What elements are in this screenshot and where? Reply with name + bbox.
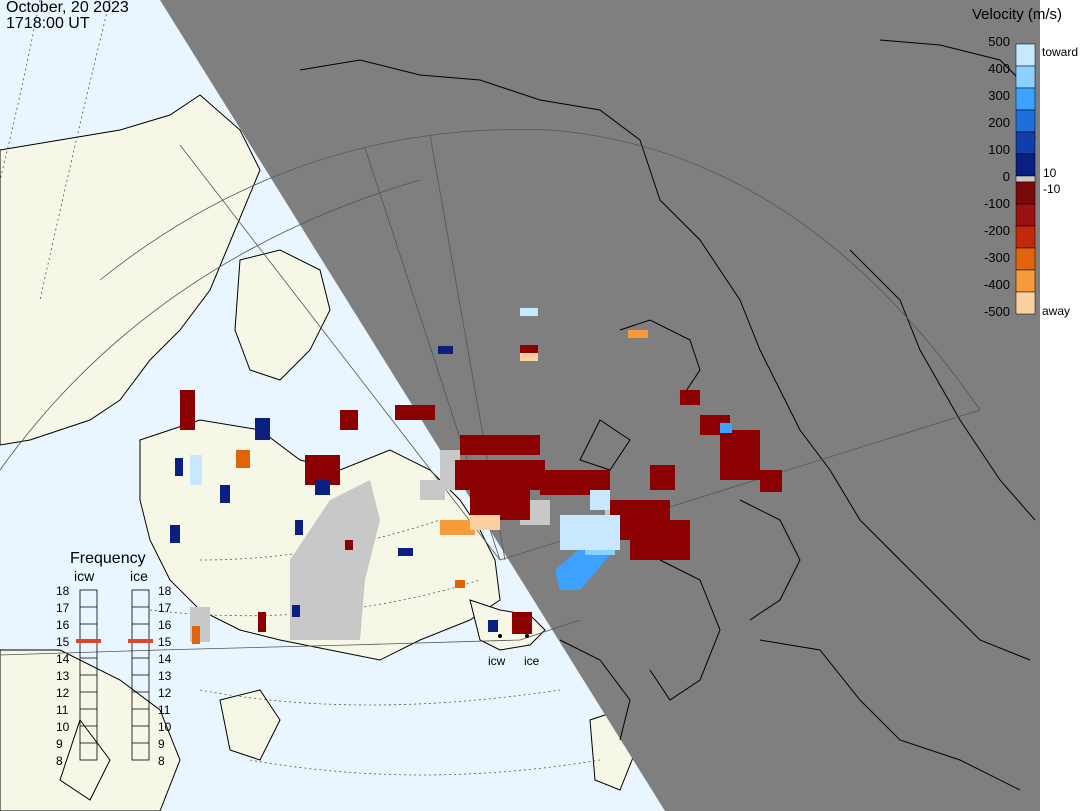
frequency-scale-label: 12	[56, 686, 70, 700]
radar-site-markers	[498, 634, 529, 638]
frequency-scale-label: 13	[158, 669, 172, 683]
frequency-scale-label: 15	[158, 635, 172, 649]
frequency-scale-label: 16	[56, 618, 70, 632]
small-negative-label: -10	[1043, 182, 1061, 196]
frequency-scale-label: 10	[158, 720, 172, 734]
date-label: October, 20 2023	[6, 0, 129, 16]
coastlines-night	[299, 39, 1036, 791]
frequency-scale-label: 16	[158, 618, 172, 632]
velocity-tick-label: -400	[983, 277, 1010, 292]
frequency-scale-label: 14	[158, 652, 172, 666]
frequency-scale-label: 8	[158, 754, 165, 768]
frequency-scale-label: 11	[158, 703, 171, 717]
velocity-tick-label: -300	[983, 250, 1010, 265]
radar-site-icw-label: icw	[488, 654, 506, 668]
frequency-scale-label: 12	[158, 686, 172, 700]
frequency-scale-label: 13	[56, 669, 70, 683]
frequency-scale-label: 11	[56, 703, 69, 717]
night-region	[160, 0, 1040, 811]
radar-site-ice	[525, 634, 529, 638]
frequency-scale-label: 18	[158, 584, 172, 598]
velocity-tick-label: -100	[983, 196, 1010, 211]
frequency-radar-icw-label: icw	[74, 568, 95, 584]
frequency-scale-label: 9	[56, 737, 63, 751]
velocity-legend-title: Velocity (m/s)	[972, 6, 1063, 23]
frequency-title: Frequency	[70, 550, 146, 567]
small-positive-label: 10	[1043, 166, 1057, 180]
away-label: away	[1042, 304, 1071, 318]
velocity-tick-label: -500	[983, 304, 1010, 319]
toward-label: toward	[1042, 45, 1079, 59]
frequency-scale-label: 10	[56, 720, 70, 734]
velocity-tick-label: 200	[988, 115, 1010, 130]
velocity-tick-label: 500	[988, 34, 1010, 49]
time-label: 1718:00 UT	[6, 15, 90, 32]
velocity-scatter	[170, 308, 782, 644]
radar-site-ice-label: ice	[524, 654, 540, 668]
frequency-scale-label: 17	[56, 601, 70, 615]
frequency-scale-label: 8	[56, 754, 63, 768]
frequency-scale-label: 14	[56, 652, 70, 666]
velocity-tick-label: 100	[988, 142, 1010, 157]
frequency-radar-ice-label: ice	[130, 568, 148, 584]
frequency-scale-label: 17	[158, 601, 172, 615]
velocity-tick-label: 300	[988, 88, 1010, 103]
radar-site-icw	[498, 634, 502, 638]
frequency-scale-label: 18	[56, 584, 70, 598]
velocity-tick-label: 0	[1002, 169, 1010, 184]
land-masses	[0, 94, 641, 811]
velocity-tick-label: 400	[988, 61, 1010, 76]
frequency-scale-label: 15	[56, 635, 70, 649]
timestamp-header: October, 20 2023 1718:00 UT	[6, 0, 129, 32]
frequency-scale-label: 9	[158, 737, 165, 751]
velocity-colorbar	[1015, 43, 1036, 315]
velocity-tick-label: -200	[983, 223, 1010, 238]
